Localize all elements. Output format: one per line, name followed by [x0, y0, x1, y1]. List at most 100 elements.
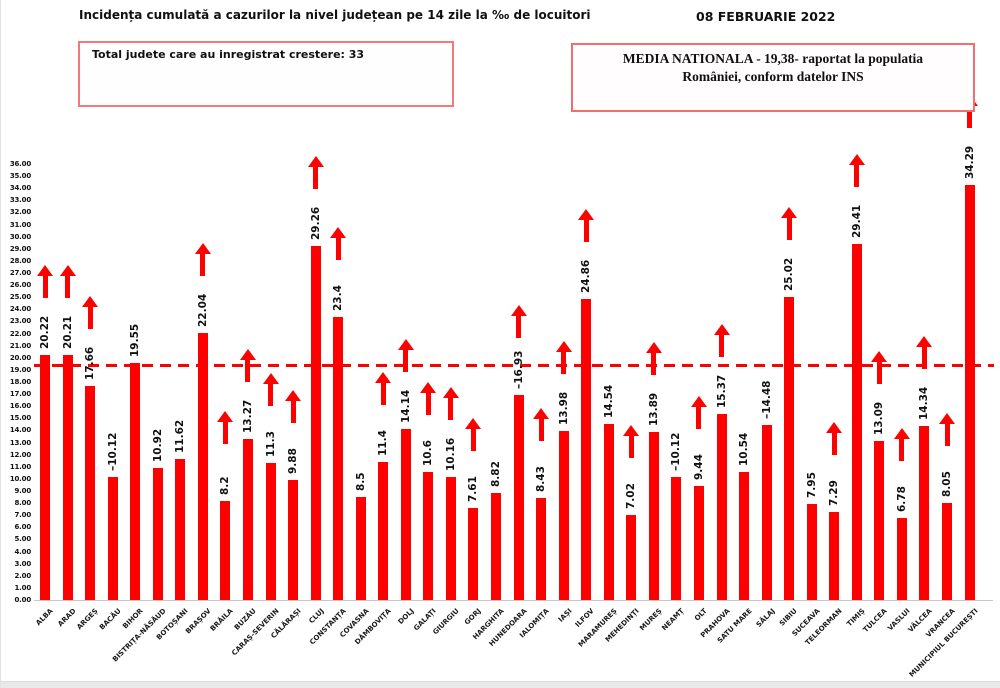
increase-arrow: [690, 395, 707, 429]
arrow-head: [262, 373, 279, 385]
y-axis-tick-label: 10.00: [9, 474, 31, 483]
increase-arrow: [375, 371, 392, 405]
y-axis-tick-label: 8.00: [14, 499, 32, 508]
arrow-head: [217, 410, 234, 422]
arrow-head: [375, 371, 392, 383]
arrow-head: [442, 386, 459, 398]
arrow-shaft: [200, 254, 206, 277]
y-axis-tick-label: 33.00: [9, 196, 31, 205]
bar: [197, 333, 208, 600]
bar-value-label: 25.02: [783, 257, 796, 291]
report-date: 08 FEBRUARIE 2022: [696, 9, 836, 24]
y-axis-tick-label: 28.00: [9, 256, 31, 265]
page-title: Incidența cumulată a cazurilor la nivel …: [79, 8, 591, 22]
bottom-strip: [1, 681, 1000, 688]
arrow-head: [59, 265, 76, 277]
bar: [130, 363, 141, 600]
arrow-shaft: [313, 166, 319, 189]
bar-value-label: –16.93: [512, 350, 525, 389]
bar-value-label: 24.86: [580, 259, 593, 293]
arrow-shaft: [245, 360, 251, 383]
bar: [693, 485, 704, 600]
increase-arrow: [59, 265, 76, 299]
bar-value-label: 23.4: [332, 284, 345, 311]
arrow-shaft: [719, 334, 724, 357]
bar-value-label: 10.6: [422, 439, 435, 466]
y-axis-tick-label: 14.00: [9, 426, 31, 435]
bar: [288, 480, 299, 600]
y-axis-tick-label: 23.00: [9, 317, 31, 326]
bar: [152, 467, 163, 600]
y-axis-tick-label: 20.00: [9, 353, 31, 362]
arrow-shaft: [290, 401, 296, 424]
arrow-shaft: [425, 392, 431, 415]
arrow-shaft: [268, 384, 273, 407]
y-axis-tick-label: 19.00: [9, 365, 31, 374]
y-axis-tick-label: 21.00: [9, 341, 31, 350]
bar-value-label: 10.54: [738, 433, 751, 467]
arrow-shaft: [561, 351, 567, 374]
bar: [355, 497, 366, 600]
y-axis-tick-label: 4.00: [14, 547, 32, 556]
arrow-shaft: [876, 362, 882, 385]
bar: [942, 502, 952, 600]
bar-value-label: 29.41: [850, 204, 863, 238]
y-axis-tick-label: 18.00: [9, 378, 31, 386]
arrow-head: [555, 340, 572, 352]
counties-increase-text: Total judete care au inregistrat crester…: [92, 48, 365, 61]
increase-arrow: [510, 304, 527, 338]
bar-value-label: 9.44: [692, 453, 705, 480]
increase-arrow: [781, 206, 798, 240]
y-axis-tick-label: 35.00: [9, 172, 31, 181]
y-axis-tick-label: 30.00: [9, 232, 31, 241]
increase-arrow: [239, 349, 256, 383]
bar: [671, 477, 682, 600]
increase-arrow: [397, 338, 414, 372]
bar-value-label: 22.04: [196, 293, 209, 328]
y-axis-tick-label: 31.00: [9, 220, 31, 229]
increase-arrow: [307, 155, 324, 189]
arrow-shaft: [448, 397, 454, 420]
increase-arrow: [262, 373, 279, 407]
y-axis-tick-label: 16.00: [9, 402, 31, 411]
bar-value-label: 7.95: [805, 471, 818, 498]
bar: [626, 514, 637, 600]
bar-value-label: 14.54: [602, 384, 615, 418]
y-axis-tick-label: 24.00: [9, 305, 31, 314]
y-axis-tick-label: 5.00: [14, 535, 32, 544]
bar-value-label: 14.34: [918, 387, 931, 421]
bar: [491, 493, 501, 600]
arrow-head: [330, 226, 347, 238]
arrow-shaft: [335, 237, 341, 260]
bar: [716, 413, 727, 600]
arrow-shaft: [786, 217, 792, 240]
arrow-head: [37, 265, 53, 277]
bar-value-label: –14.48: [760, 380, 773, 419]
increase-arrow: [465, 417, 482, 451]
bar: [761, 424, 772, 600]
bar: [333, 316, 344, 600]
y-axis-tick-label: 15.00: [9, 414, 31, 423]
bar-value-label: –10.12: [670, 432, 683, 472]
y-axis-tick-label: 3.00: [14, 559, 32, 568]
bar: [242, 439, 253, 600]
arrow-head: [690, 395, 707, 407]
arrow-head: [848, 153, 865, 165]
bar-value-label: 7.02: [625, 483, 638, 509]
bar: [220, 500, 231, 600]
bar-value-label: 13.09: [873, 402, 886, 436]
bar: [445, 476, 456, 600]
y-axis-tick-label: 12.00: [9, 450, 31, 459]
y-axis-tick-label: 34.00: [9, 184, 31, 193]
national-average-line1: MEDIA NATIONALA - 19,38- raportat la pop…: [622, 51, 924, 66]
bar: [378, 461, 389, 600]
increase-arrow: [893, 427, 910, 461]
bar-value-label: 19.55: [129, 324, 142, 358]
arrow-shaft: [87, 307, 93, 330]
bar-value-label: 8.43: [535, 465, 548, 492]
arrow-shaft: [403, 349, 409, 372]
y-axis-tick-label: 22.00: [9, 329, 31, 338]
arrow-shaft: [899, 438, 905, 461]
